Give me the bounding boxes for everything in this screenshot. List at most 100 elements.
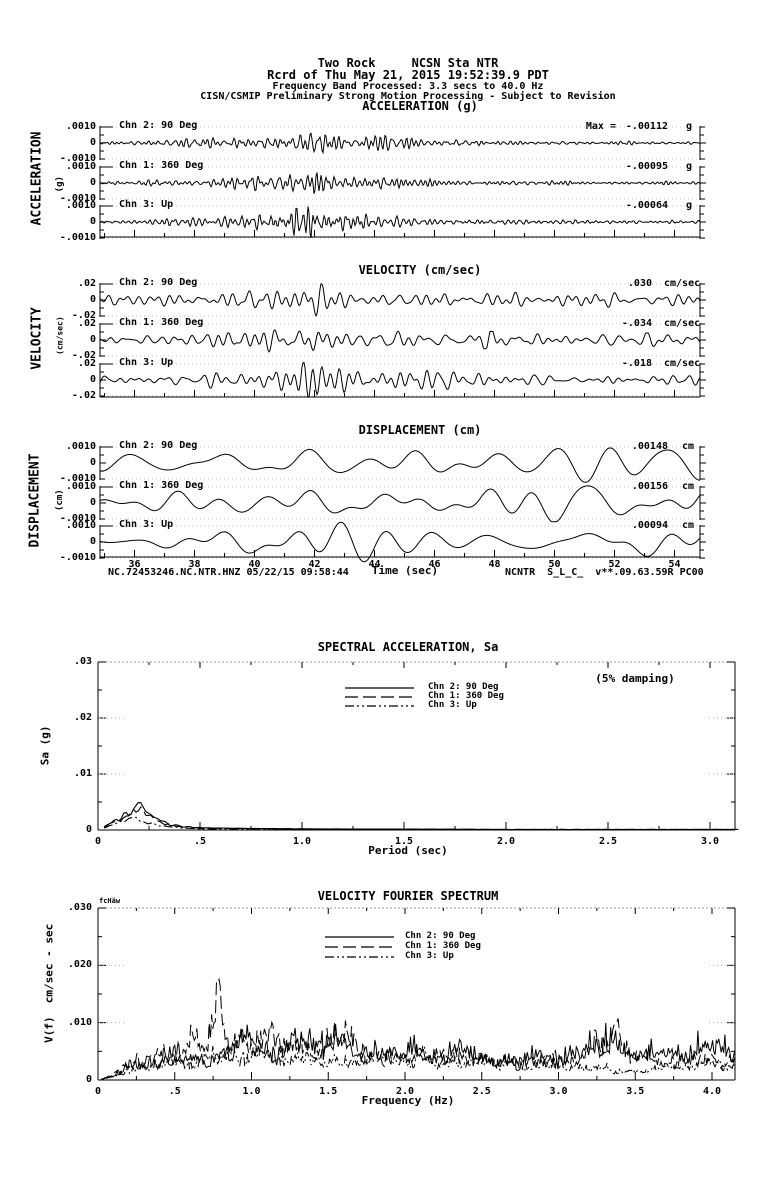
sa-plot-title: SPECTRAL ACCELERATION, Sa [317, 640, 499, 654]
fourier-legend-chn2: Chn 2: 90 Deg [405, 931, 476, 941]
ytick-label: 0 [89, 216, 96, 227]
sa-xlabel: Period (sec) [368, 844, 448, 857]
time-tick-label: 44 [368, 559, 381, 570]
processing-code-footer: NCNTR S_L_C_ v**.09.63.59R PC00 [505, 567, 704, 578]
time-tick-label: 52 [608, 559, 621, 570]
ytick-label: .02 [77, 278, 96, 289]
ytick-label: .0010 [65, 161, 96, 172]
record-timestamp: Rcrd of Thu May 21, 2015 19:52:39.9 PDT [267, 68, 549, 82]
acc-chn2-max-unit: g [686, 121, 693, 132]
sa-legend-chn3: Chn 3: Up [428, 700, 477, 710]
sa-ytick-label: .01 [73, 768, 92, 779]
ytick-label: 0 [89, 536, 96, 547]
time-tick-label: 54 [668, 559, 681, 570]
ytick-label: -.0010 [59, 193, 96, 204]
ytick-label: .0010 [65, 481, 96, 492]
acc-chn2-label: Chn 2: 90 Deg [119, 120, 198, 131]
fourier-ytick-label: 0 [85, 1074, 92, 1085]
fourier-legend-chn3: Chn 3: Up [405, 951, 454, 961]
acc-chn2-max: -.00112 [625, 121, 668, 132]
acc-max-prefix: Max = [585, 121, 616, 132]
disp-chn2-label: Chn 2: 90 Deg [119, 440, 198, 451]
sa-legend-chn1: Chn 1: 360 Deg [428, 691, 504, 701]
ytick-label: 0 [89, 137, 96, 148]
ytick-label: -.0010 [59, 473, 96, 484]
fourier-xtick-label: 1.0 [242, 1086, 261, 1097]
fourier-xtick-label: .5 [168, 1086, 181, 1097]
ytick-label: -.0010 [59, 232, 96, 243]
fourier-ytick-label: .010 [67, 1016, 92, 1028]
record-id-footer: NC.72453246.NC.NTR.HNZ 05/22/15 09:58:44 [108, 567, 349, 578]
time-tick-label: 46 [428, 559, 441, 570]
sa-xtick-label: .5 [193, 836, 207, 847]
fourier-xtick-label: 2.5 [472, 1086, 491, 1097]
disp-chn3-label: Chn 3: Up [119, 519, 174, 530]
sa-xtick-label: 3.0 [700, 836, 720, 847]
sa-ytick-label: .02 [73, 712, 92, 723]
time-tick-label: 50 [548, 559, 561, 570]
sa-ytick-label: 0 [85, 824, 92, 835]
sa-xtick-label: 2.0 [496, 836, 516, 847]
vel-chn2-max: .030 [627, 278, 652, 289]
acc-chn3-max: -.00064 [625, 200, 668, 211]
ytick-label: -.02 [71, 350, 96, 361]
disp-chn2-max-unit: cm [682, 441, 695, 452]
station-title: Two Rock NCSN Sta NTR [317, 56, 499, 70]
vel-chn1-label: Chn 1: 360 Deg [119, 317, 204, 328]
disp-chn1-label: Chn 1: 360 Deg [119, 480, 204, 491]
ytick-label: .0010 [65, 441, 96, 452]
disp-chn3-max: .00094 [631, 520, 668, 531]
fourier-ylabel: V(f) cm/sec - sec [42, 923, 56, 1043]
fourier-xlabel: Frequency (Hz) [361, 1094, 455, 1107]
fourier-xtick-label: 1.5 [319, 1086, 338, 1097]
time-tick-label: 36 [128, 559, 141, 570]
sa-xtick-label: 1.5 [394, 836, 414, 847]
fourier-xtick-label: 3.0 [549, 1086, 568, 1097]
ytick-label: -.0010 [59, 552, 96, 563]
ytick-label: 0 [89, 177, 96, 188]
sa-legend-chn2: Chn 2: 90 Deg [428, 682, 499, 692]
acc-chn3-max-unit: g [686, 200, 693, 211]
vel-chn3-max: -.018 [621, 358, 652, 369]
ytick-label: 0 [89, 334, 96, 345]
disp-chn1-max: .00156 [631, 481, 668, 492]
fourier-legend-chn1: Chn 1: 360 Deg [405, 941, 481, 951]
ytick-label: -.0010 [59, 153, 96, 164]
acc-chn3-label: Chn 3: Up [119, 199, 174, 210]
frequency-band-note: Frequency Band Processed: 3.3 secs to 40… [272, 81, 544, 92]
ytick-label: -.02 [71, 390, 96, 401]
ytick-label: .0010 [65, 520, 96, 531]
fourier-corner-label: fcHäw [99, 897, 121, 905]
acc-chn1-max: -.00095 [625, 161, 668, 172]
ytick-label: .0010 [65, 121, 96, 132]
displacement-section-title: DISPLACEMENT (cm) [358, 423, 482, 437]
acc-chn1-max-unit: g [686, 161, 693, 172]
sa-xtick-label: 1.0 [292, 836, 312, 847]
sa-damping-note: (5% damping) [595, 672, 675, 685]
ytick-label: -.02 [71, 310, 96, 321]
ytick-label: 0 [89, 374, 96, 385]
fourier-xtick-label: 3.5 [626, 1086, 645, 1097]
ytick-label: .02 [77, 318, 96, 329]
fourier-xtick-label: 4.0 [702, 1086, 722, 1097]
time-tick-label: 42 [308, 559, 321, 570]
sa-ytick-label: .03 [73, 656, 92, 667]
acceleration-axis-unit: (g) [54, 176, 65, 193]
vel-chn1-max-unit: cm/sec [664, 318, 701, 329]
vel-chn1-max: -.034 [621, 318, 652, 329]
acc-chn1-label: Chn 1: 360 Deg [119, 160, 204, 171]
sa-xtick-label: 0 [94, 836, 102, 847]
vel-chn3-label: Chn 3: Up [119, 357, 174, 368]
displacement-axis-unit: (cm) [54, 489, 65, 512]
sa-xtick-label: 2.5 [598, 836, 618, 847]
time-tick-label: 40 [248, 559, 261, 570]
ytick-label: 0 [89, 294, 96, 305]
ytick-label: -.0010 [59, 513, 96, 524]
time-axis-label: Time (sec) [371, 564, 439, 577]
time-tick-label: 48 [488, 559, 501, 570]
velocity-axis-unit: (cm/sec) [55, 316, 65, 355]
fourier-xtick-label: 0 [94, 1086, 102, 1097]
fourier-ytick-label: .030 [67, 902, 92, 913]
